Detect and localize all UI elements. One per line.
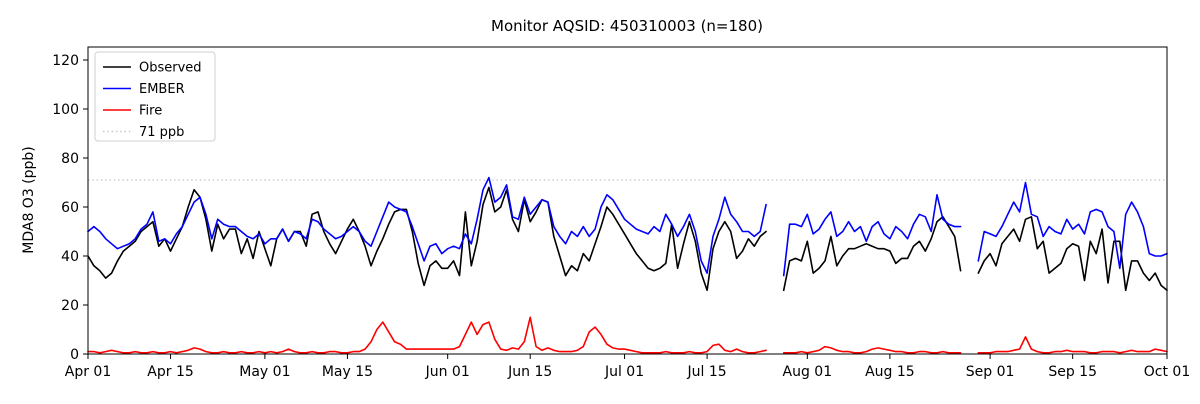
- x-tick-label: May 15: [322, 364, 373, 380]
- x-tick-label: May 01: [239, 364, 290, 380]
- series-ember-line: [87, 176, 1168, 277]
- x-tick-label: Aug 01: [783, 364, 833, 380]
- legend-box: [94, 51, 216, 142]
- x-tick-label: Jun 15: [507, 364, 552, 380]
- legend: Observed EMBER Fire 71 ppb: [94, 51, 216, 142]
- x-tick-label: Oct 01: [1144, 364, 1190, 380]
- legend-label-ember: EMBER: [139, 82, 185, 97]
- x-tick-label: Jun 01: [425, 364, 470, 380]
- x-tick-label: Apr 01: [65, 364, 111, 380]
- x-tick-label: Apr 15: [147, 364, 193, 380]
- y-axis-label: MDA8 O3 (ppb): [21, 146, 37, 254]
- x-tick-label: Jul 15: [687, 364, 727, 380]
- y-tick-label: 40: [61, 249, 79, 265]
- plot-frame: [87, 46, 1168, 355]
- x-tick-label: Sep 01: [966, 364, 1015, 380]
- axes-group: 0 20 40 60 80 100 120 Apr 01 Apr 15 May 01 May 15 J…: [52, 53, 1190, 380]
- chart-title: Monitor AQSID: 450310003 (n=180): [491, 17, 763, 35]
- series-group: [87, 176, 1168, 354]
- y-tick-label: 120: [52, 53, 79, 69]
- x-tick-label: Aug 15: [865, 364, 915, 380]
- y-tick-label: 20: [61, 298, 79, 314]
- y-tick-label: 80: [61, 151, 79, 167]
- y-tick-label: 100: [52, 102, 79, 118]
- x-tick-label: Jul 01: [604, 364, 644, 380]
- legend-label-71-ppb: 71 ppb: [139, 125, 184, 140]
- y-tick-label: 60: [61, 200, 79, 216]
- x-tick-label: Sep 15: [1048, 364, 1097, 380]
- series-fire-line: [87, 316, 1168, 354]
- legend-label-fire: Fire: [139, 104, 162, 119]
- series-observed-line: [87, 186, 1168, 292]
- y-tick-label: 0: [70, 347, 79, 363]
- legend-label-observed: Observed: [139, 61, 202, 76]
